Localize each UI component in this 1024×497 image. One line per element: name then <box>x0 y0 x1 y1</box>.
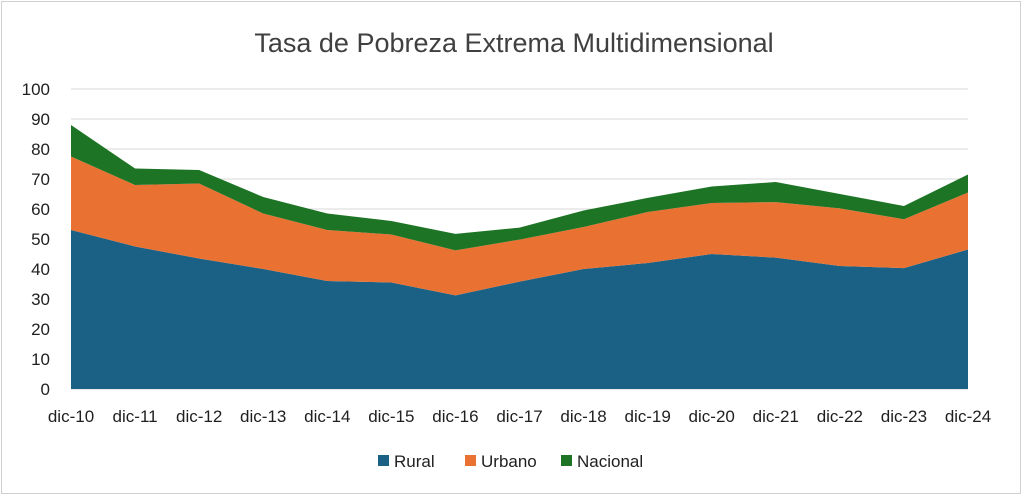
x-tick-label: dic-22 <box>817 407 863 426</box>
legend-item-rural: Rural <box>378 452 435 471</box>
area-urbano <box>71 156 968 296</box>
area-nacional <box>71 125 968 251</box>
y-tick-label: 60 <box>31 200 50 219</box>
y-tick-label: 10 <box>31 350 50 369</box>
x-tick-label: dic-14 <box>304 407 350 426</box>
legend-swatch <box>561 455 572 466</box>
area-rural <box>71 230 968 389</box>
x-tick-label: dic-12 <box>176 407 222 426</box>
y-tick-label: 0 <box>41 380 50 399</box>
x-tick-label: dic-10 <box>48 407 94 426</box>
y-tick-label: 30 <box>31 290 50 309</box>
x-tick-label: dic-20 <box>689 407 735 426</box>
legend-item-urbano: Urbano <box>465 452 537 471</box>
y-tick-label: 20 <box>31 320 50 339</box>
x-axis-ticks: dic-10 dic-11 dic-12 dic-13 dic-14 dic-15 dic-… <box>48 407 991 426</box>
legend-label: Urbano <box>481 452 537 471</box>
x-tick-label: dic-18 <box>560 407 606 426</box>
x-tick-label: dic-13 <box>240 407 286 426</box>
legend-label: Nacional <box>577 452 643 471</box>
y-tick-label: 40 <box>31 260 50 279</box>
y-tick-label: 90 <box>31 110 50 129</box>
y-tick-label: 50 <box>31 230 50 249</box>
x-tick-label: dic-15 <box>368 407 414 426</box>
x-tick-label: dic-19 <box>624 407 670 426</box>
chart-title: Tasa de Pobreza Extrema Multidimensional <box>254 28 773 58</box>
y-axis-ticks: 0 10 20 30 40 50 60 70 80 90 100 <box>22 80 50 399</box>
y-tick-label: 70 <box>31 170 50 189</box>
x-tick-label: dic-17 <box>496 407 542 426</box>
series-areas <box>71 125 968 389</box>
x-tick-label: dic-16 <box>432 407 478 426</box>
y-tick-label: 100 <box>22 80 50 99</box>
x-tick-label: dic-24 <box>945 407 991 426</box>
legend-label: Rural <box>394 452 435 471</box>
legend-swatch <box>465 455 476 466</box>
x-tick-label: dic-21 <box>753 407 799 426</box>
x-tick-label: dic-23 <box>881 407 927 426</box>
legend-item-nacional: Nacional <box>561 452 643 471</box>
y-tick-label: 80 <box>31 140 50 159</box>
legend: Rural Urbano Nacional <box>378 452 643 471</box>
legend-swatch <box>378 455 389 466</box>
x-tick-label: dic-11 <box>113 407 158 426</box>
